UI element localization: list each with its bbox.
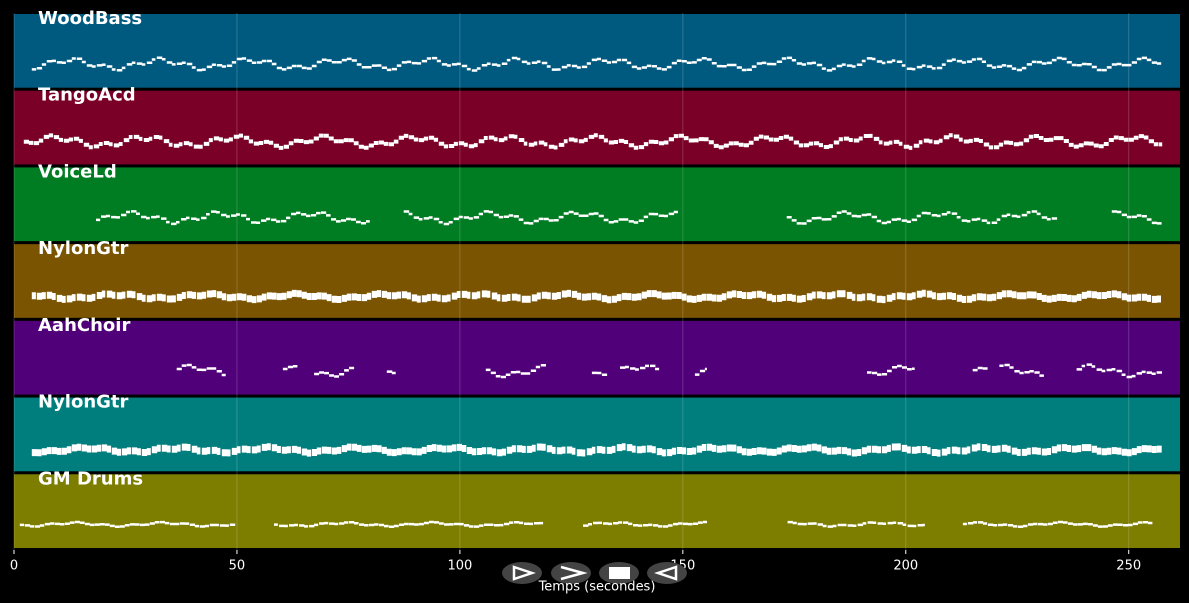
note-pattern [1076, 363, 1162, 379]
note-pattern [31, 443, 1162, 457]
track-background [14, 14, 1180, 88]
note-pattern [314, 366, 355, 378]
track-name: GM Drums [38, 468, 143, 489]
note-pattern [19, 520, 236, 528]
forward-button[interactable] [551, 562, 591, 584]
note-pattern [694, 367, 707, 376]
note-pattern [176, 363, 226, 377]
x-tick-label: 200 [893, 559, 918, 574]
x-axis-label: Temps (secondes) [538, 580, 656, 595]
track-name: AahChoir [38, 315, 130, 336]
track-name: WoodBass [38, 8, 142, 29]
track-background [14, 474, 1180, 548]
note-pattern [867, 364, 915, 376]
track-background [14, 397, 1180, 472]
note-pattern [962, 520, 1153, 528]
note-pattern [274, 520, 544, 528]
note-pattern [31, 289, 1161, 304]
tracks: WoodBass TangoAcd VoiceLd NylonGtr AahChoir N… [14, 8, 1180, 548]
x-tick-label: 50 [229, 559, 246, 574]
note-pattern [96, 210, 370, 226]
note-pattern [787, 520, 925, 528]
track-name: VoiceLd [38, 161, 117, 182]
reverse-button[interactable] [647, 562, 687, 584]
x-tick-label: 0 [10, 559, 18, 574]
note-pattern [591, 371, 608, 376]
track-name: TangoAcd [38, 85, 136, 106]
x-axis: 0 50 100 150 200 250 [10, 13, 1141, 574]
track-background [14, 90, 1180, 165]
note-pattern [583, 520, 707, 528]
note-pattern [23, 133, 1163, 150]
note-pattern [972, 366, 988, 372]
track-name: NylonGtr [38, 392, 129, 413]
note-pattern [485, 364, 546, 379]
track-background [14, 244, 1180, 318]
note-pattern [403, 210, 678, 226]
x-tick-label: 100 [447, 559, 472, 574]
note-pattern [1111, 210, 1162, 225]
play-button[interactable] [502, 562, 542, 584]
track-background [14, 167, 1180, 242]
note-pattern [786, 210, 1058, 225]
x-tick-label: 250 [1116, 559, 1141, 574]
note-pattern [620, 364, 660, 371]
track-background [14, 320, 1180, 395]
track-name: NylonGtr [38, 238, 129, 259]
note-pattern [386, 370, 396, 375]
controls [502, 562, 687, 584]
note-pattern [999, 363, 1044, 377]
note-pattern [282, 365, 298, 371]
note-pattern [31, 56, 1162, 72]
stop-button[interactable] [599, 562, 639, 584]
